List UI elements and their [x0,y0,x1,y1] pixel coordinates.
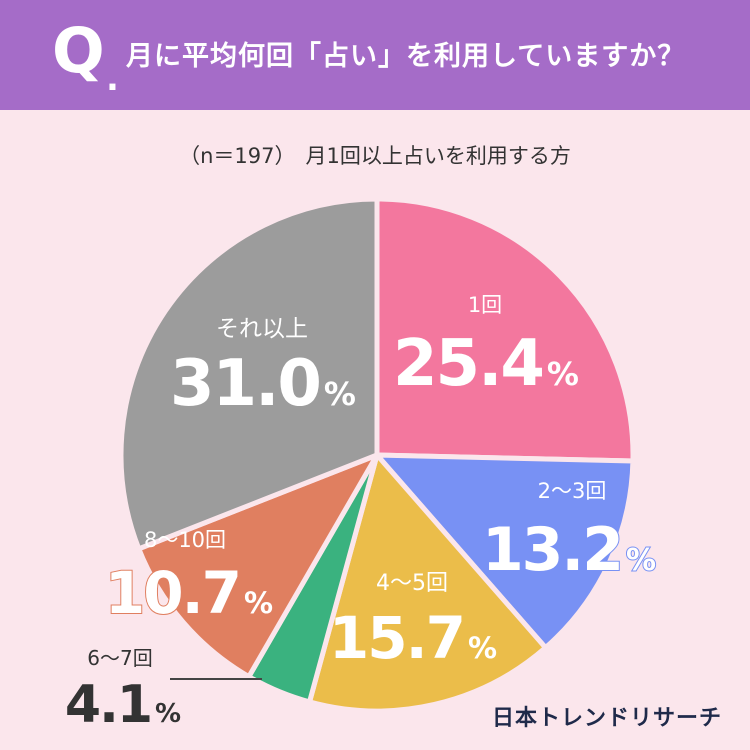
slice-category-label: 1回 [468,293,502,317]
question-header: Q . 月に平均何回「占い」を利用していますか？ [0,0,750,110]
pie-slice [374,196,636,464]
slice-value-label: 10.7% [105,559,273,627]
brand-logo-text: 日本トレンドリサーチ [491,706,722,731]
slice-category-label: 2〜3回 [538,479,607,503]
slice-category-label: 6〜7回 [87,646,152,670]
question-text: 月に平均何回「占い」を利用していますか？ [126,41,686,72]
pie-slice [136,452,380,680]
q-dot: . [106,59,119,99]
q-mark: Q [52,14,105,87]
pie-slice [307,452,549,714]
slice-category-label: 8〜10回 [144,528,226,552]
pie-slice [118,196,380,552]
subtitle-text: 月1回以上占いを利用する方 [305,144,571,168]
slice-category-label: それ以上 [216,316,308,342]
slice-value-label: 4.1% [65,675,181,735]
chart-subtitle: （n＝197） 月1回以上占いを利用する方 [0,140,750,170]
pie-slice [374,452,636,651]
slice-value-label: 13.2% [482,515,656,585]
sample-size: （n＝197） [179,144,296,168]
slice-category-label: 4〜5回 [376,571,448,596]
